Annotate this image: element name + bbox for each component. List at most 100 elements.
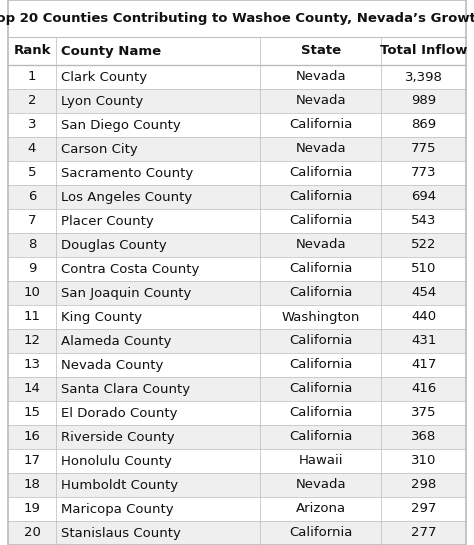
Bar bbox=[8, 329, 466, 353]
Text: California: California bbox=[289, 526, 352, 540]
Text: Arizona: Arizona bbox=[295, 502, 346, 516]
Text: 9: 9 bbox=[28, 263, 36, 276]
Bar bbox=[8, 449, 466, 473]
Bar bbox=[8, 113, 466, 137]
Text: Nevada: Nevada bbox=[295, 94, 346, 107]
Text: California: California bbox=[289, 167, 352, 179]
Text: 775: 775 bbox=[411, 142, 437, 155]
Text: Nevada: Nevada bbox=[295, 70, 346, 83]
Text: 1: 1 bbox=[28, 70, 36, 83]
Text: Clark County: Clark County bbox=[61, 70, 147, 83]
Text: 375: 375 bbox=[411, 407, 437, 420]
Text: Carson City: Carson City bbox=[61, 142, 138, 155]
Text: Washington: Washington bbox=[282, 311, 360, 324]
Text: 277: 277 bbox=[411, 526, 437, 540]
Bar bbox=[8, 161, 466, 185]
Text: Humboldt County: Humboldt County bbox=[61, 479, 178, 492]
Text: 17: 17 bbox=[24, 455, 41, 468]
Text: California: California bbox=[289, 191, 352, 203]
Text: 4: 4 bbox=[28, 142, 36, 155]
Text: 15: 15 bbox=[24, 407, 41, 420]
Text: Alameda County: Alameda County bbox=[61, 335, 172, 348]
Text: 417: 417 bbox=[411, 359, 437, 372]
Text: San Diego County: San Diego County bbox=[61, 118, 181, 131]
Text: 869: 869 bbox=[411, 118, 436, 131]
Bar bbox=[8, 353, 466, 377]
Text: 522: 522 bbox=[411, 239, 437, 251]
Text: California: California bbox=[289, 215, 352, 227]
Bar bbox=[8, 473, 466, 497]
Text: Hawaii: Hawaii bbox=[298, 455, 343, 468]
Text: Santa Clara County: Santa Clara County bbox=[61, 383, 190, 396]
Bar bbox=[8, 425, 466, 449]
Text: 14: 14 bbox=[24, 383, 40, 396]
Text: Los Angeles County: Los Angeles County bbox=[61, 191, 192, 203]
Text: Total Inflow: Total Inflow bbox=[380, 45, 467, 58]
Bar bbox=[8, 377, 466, 401]
Bar bbox=[8, 209, 466, 233]
Text: 11: 11 bbox=[24, 311, 41, 324]
Text: 7: 7 bbox=[28, 215, 36, 227]
Text: 3: 3 bbox=[28, 118, 36, 131]
Text: 440: 440 bbox=[411, 311, 436, 324]
Text: California: California bbox=[289, 431, 352, 444]
Text: 20: 20 bbox=[24, 526, 40, 540]
Text: 431: 431 bbox=[411, 335, 437, 348]
Bar bbox=[8, 521, 466, 545]
Text: 773: 773 bbox=[411, 167, 437, 179]
Text: State: State bbox=[301, 45, 341, 58]
Text: King County: King County bbox=[61, 311, 142, 324]
Text: 18: 18 bbox=[24, 479, 40, 492]
Text: Douglas County: Douglas County bbox=[61, 239, 167, 251]
Text: Contra Costa County: Contra Costa County bbox=[61, 263, 200, 276]
Text: California: California bbox=[289, 335, 352, 348]
Text: California: California bbox=[289, 287, 352, 300]
Text: 12: 12 bbox=[24, 335, 41, 348]
Bar bbox=[8, 305, 466, 329]
Text: Stanislaus County: Stanislaus County bbox=[61, 526, 181, 540]
Text: 297: 297 bbox=[411, 502, 437, 516]
Text: El Dorado County: El Dorado County bbox=[61, 407, 178, 420]
Text: 416: 416 bbox=[411, 383, 436, 396]
Bar bbox=[8, 185, 466, 209]
Text: 13: 13 bbox=[24, 359, 41, 372]
Text: California: California bbox=[289, 383, 352, 396]
Text: Nevada: Nevada bbox=[295, 239, 346, 251]
Text: Rank: Rank bbox=[13, 45, 51, 58]
Text: 10: 10 bbox=[24, 287, 40, 300]
Bar bbox=[8, 497, 466, 521]
Bar bbox=[8, 137, 466, 161]
Text: 6: 6 bbox=[28, 191, 36, 203]
Text: 989: 989 bbox=[411, 94, 436, 107]
Bar bbox=[8, 65, 466, 89]
Bar bbox=[8, 0, 466, 37]
Text: Honolulu County: Honolulu County bbox=[61, 455, 172, 468]
Text: 510: 510 bbox=[411, 263, 437, 276]
Text: 2: 2 bbox=[28, 94, 36, 107]
Text: 298: 298 bbox=[411, 479, 436, 492]
Bar bbox=[8, 257, 466, 281]
Bar bbox=[8, 233, 466, 257]
Text: Nevada: Nevada bbox=[295, 142, 346, 155]
Text: Maricopa County: Maricopa County bbox=[61, 502, 173, 516]
Text: California: California bbox=[289, 263, 352, 276]
Text: 368: 368 bbox=[411, 431, 436, 444]
Text: 16: 16 bbox=[24, 431, 40, 444]
Text: Placer County: Placer County bbox=[61, 215, 154, 227]
Text: 3,398: 3,398 bbox=[405, 70, 443, 83]
Text: County Name: County Name bbox=[61, 45, 161, 58]
Text: 5: 5 bbox=[28, 167, 36, 179]
Text: 694: 694 bbox=[411, 191, 436, 203]
Text: 543: 543 bbox=[411, 215, 437, 227]
Text: Nevada County: Nevada County bbox=[61, 359, 164, 372]
Bar bbox=[8, 281, 466, 305]
Text: Nevada: Nevada bbox=[295, 479, 346, 492]
Text: 310: 310 bbox=[411, 455, 437, 468]
Text: 19: 19 bbox=[24, 502, 40, 516]
Text: San Joaquin County: San Joaquin County bbox=[61, 287, 191, 300]
Bar bbox=[8, 37, 466, 65]
Text: California: California bbox=[289, 407, 352, 420]
Text: Lyon County: Lyon County bbox=[61, 94, 143, 107]
Text: California: California bbox=[289, 118, 352, 131]
Bar bbox=[8, 401, 466, 425]
